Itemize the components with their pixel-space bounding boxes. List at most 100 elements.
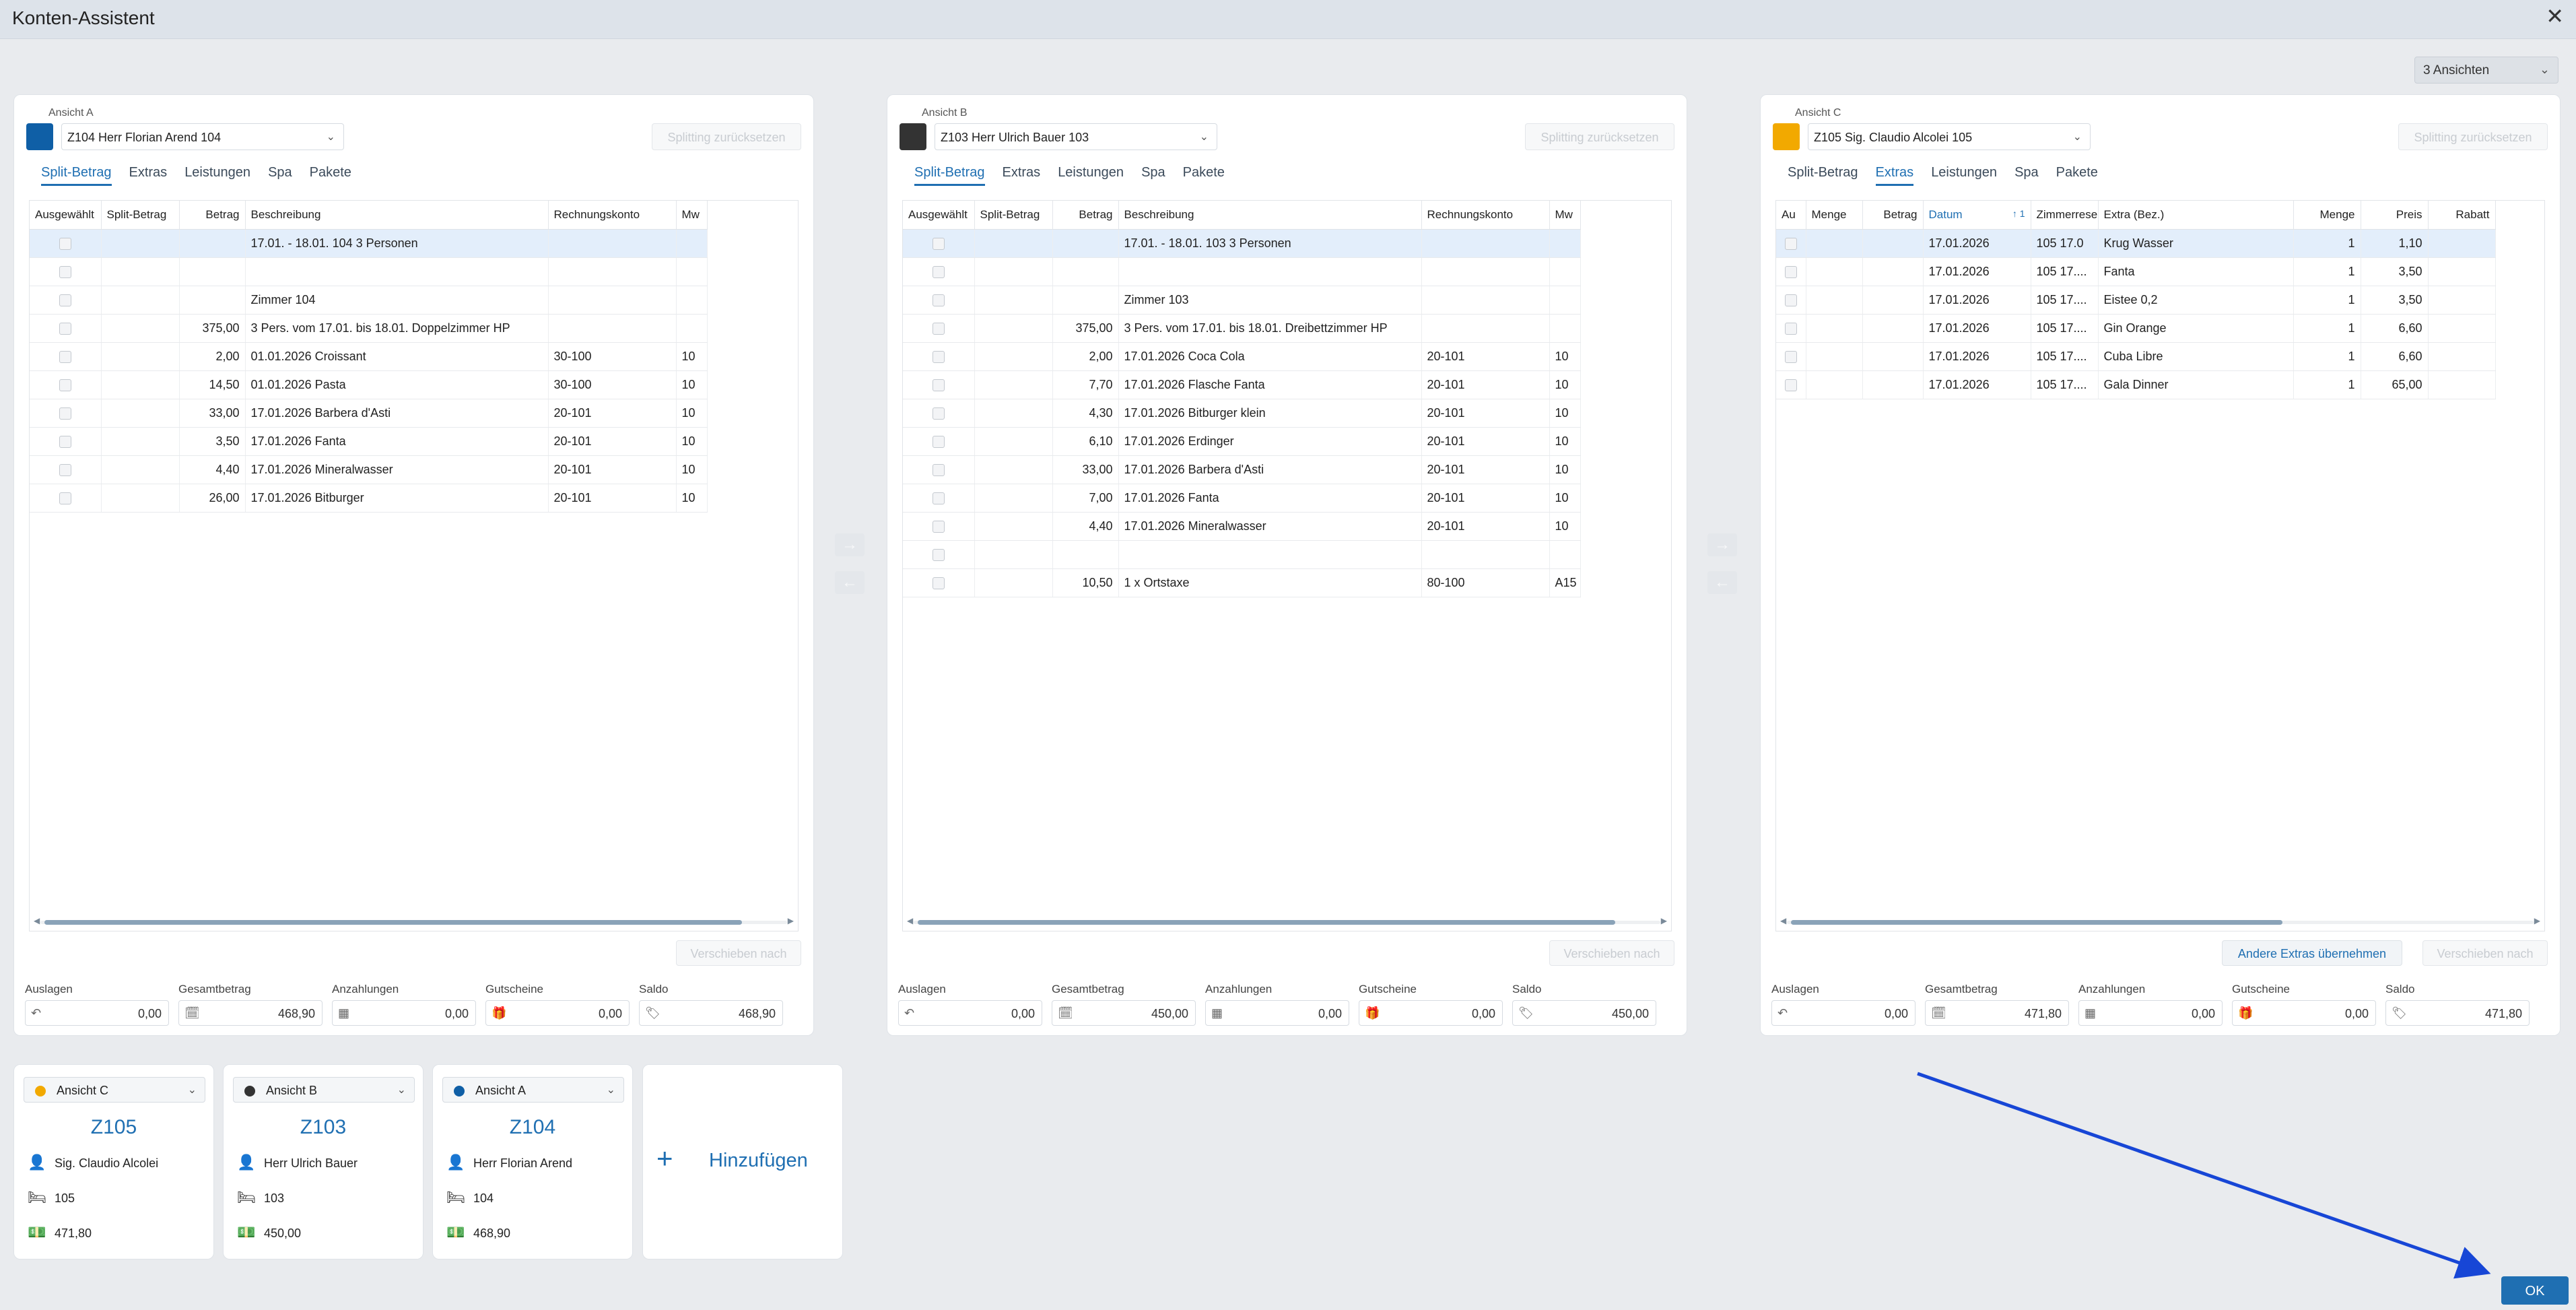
row-select-cell[interactable] xyxy=(1776,342,1806,371)
scroll-right-icon[interactable]: ▶ xyxy=(787,916,794,925)
column-header[interactable]: Rechnungskonto xyxy=(1421,201,1550,230)
split-amount-cell[interactable] xyxy=(974,455,1053,484)
row-checkbox[interactable] xyxy=(932,294,945,306)
row-select-cell[interactable] xyxy=(30,314,102,343)
column-header[interactable]: Mw xyxy=(1549,201,1581,230)
row-select-cell[interactable] xyxy=(903,370,975,399)
row-checkbox[interactable] xyxy=(932,265,945,278)
column-header[interactable]: Betrag xyxy=(1052,201,1119,230)
account-select[interactable]: Z105 Sig. Claudio Alcolei 105 ⌄ xyxy=(1808,123,2091,150)
room-card[interactable]: Ansicht B ⌄ Z103 👤 Herr Ulrich Bauer 🛏 103 💵 450… xyxy=(223,1064,423,1259)
table-row[interactable] xyxy=(903,540,1581,569)
table-row[interactable]: 4,40 17.01.2026 Mineralwasser 20-101 10 xyxy=(903,512,1581,541)
split-amount-cell[interactable] xyxy=(101,427,180,456)
row-select-cell[interactable] xyxy=(903,257,975,286)
reset-splitting-button[interactable]: Splitting zurücksetzen xyxy=(1525,123,1674,150)
column-header[interactable]: Beschreibung xyxy=(1118,201,1422,230)
tab-pakete[interactable]: Pakete xyxy=(1182,165,1225,180)
split-amount-cell[interactable] xyxy=(974,229,1053,258)
row-select-cell[interactable] xyxy=(903,314,975,343)
tab-spa[interactable]: Spa xyxy=(1141,165,1165,180)
reset-splitting-button[interactable]: Splitting zurücksetzen xyxy=(2398,123,2548,150)
column-header[interactable]: Zimmerrese xyxy=(2031,201,2099,230)
row-select-cell[interactable] xyxy=(30,399,102,428)
row-checkbox[interactable] xyxy=(59,237,71,250)
row-select-cell[interactable] xyxy=(1776,257,1806,286)
card-view-select[interactable]: Ansicht A ⌄ xyxy=(442,1077,624,1103)
column-header[interactable]: Preis xyxy=(2361,201,2429,230)
row-checkbox[interactable] xyxy=(1784,265,1797,278)
table-row[interactable]: 4,40 17.01.2026 Mineralwasser 20-101 10 xyxy=(30,455,708,484)
row-select-cell[interactable] xyxy=(1776,229,1806,258)
tab-pakete[interactable]: Pakete xyxy=(2056,165,2098,180)
table-row[interactable]: 2,00 01.01.2026 Croissant 30-100 10 xyxy=(30,342,708,371)
split-amount-cell[interactable] xyxy=(974,568,1053,597)
row-select-cell[interactable] xyxy=(30,455,102,484)
quantity-cell[interactable] xyxy=(1806,229,1863,258)
row-select-cell[interactable] xyxy=(903,399,975,428)
room-card[interactable]: Ansicht A ⌄ Z104 👤 Herr Florian Arend 🛏 104 💵 46… xyxy=(432,1064,633,1259)
row-select-cell[interactable] xyxy=(1776,286,1806,315)
tab-spa[interactable]: Spa xyxy=(268,165,292,180)
row-checkbox[interactable] xyxy=(932,492,945,504)
tab-spa[interactable]: Spa xyxy=(2014,165,2039,180)
close-icon[interactable]: ✕ xyxy=(2546,4,2564,28)
row-select-cell[interactable] xyxy=(903,540,975,569)
table-row[interactable]: 17.01. - 18.01. 103 3 Personen xyxy=(903,229,1581,258)
table-row[interactable]: 2,00 17.01.2026 Coca Cola 20-101 10 xyxy=(903,342,1581,371)
row-checkbox[interactable] xyxy=(59,294,71,306)
quantity-cell[interactable] xyxy=(1806,314,1863,343)
split-amount-cell[interactable] xyxy=(974,286,1053,315)
split-amount-cell[interactable] xyxy=(974,370,1053,399)
scrollbar-thumb[interactable] xyxy=(918,920,1615,925)
account-select[interactable]: Z104 Herr Florian Arend 104 ⌄ xyxy=(61,123,344,150)
row-select-cell[interactable] xyxy=(30,286,102,315)
move-to-button[interactable]: Verschieben nach xyxy=(1549,940,1674,966)
tab-splitbetrag[interactable]: Split-Betrag xyxy=(914,164,985,188)
tab-pakete[interactable]: Pakete xyxy=(309,165,351,180)
card-view-select[interactable]: Ansicht B ⌄ xyxy=(233,1077,415,1103)
row-checkbox[interactable] xyxy=(1784,322,1797,335)
row-checkbox[interactable] xyxy=(1784,237,1797,250)
row-select-cell[interactable] xyxy=(1776,370,1806,399)
table-row[interactable]: 33,00 17.01.2026 Barbera d'Asti 20-101 10 xyxy=(30,399,708,428)
row-select-cell[interactable] xyxy=(30,427,102,456)
split-amount-cell[interactable] xyxy=(101,314,180,343)
tab-extras[interactable]: Extras xyxy=(1875,164,1913,188)
row-select-cell[interactable] xyxy=(903,427,975,456)
split-amount-cell[interactable] xyxy=(974,540,1053,569)
split-amount-cell[interactable] xyxy=(101,484,180,513)
row-select-cell[interactable] xyxy=(903,484,975,513)
ok-button[interactable]: OK xyxy=(2501,1276,2569,1305)
table-row[interactable]: 14,50 01.01.2026 Pasta 30-100 10 xyxy=(30,370,708,399)
horizontal-scrollbar[interactable]: ◀ ▶ xyxy=(1780,916,2540,925)
table-row[interactable]: 6,10 17.01.2026 Erdinger 20-101 10 xyxy=(903,427,1581,456)
move-left-arrow-icon[interactable]: ← xyxy=(1707,571,1737,594)
column-header[interactable]: Extra (Bez.) xyxy=(2098,201,2294,230)
table-row[interactable]: 26,00 17.01.2026 Bitburger 20-101 10 xyxy=(30,484,708,513)
table-row[interactable]: 7,00 17.01.2026 Fanta 20-101 10 xyxy=(903,484,1581,513)
table-row[interactable]: 4,30 17.01.2026 Bitburger klein 20-101 10 xyxy=(903,399,1581,428)
row-checkbox[interactable] xyxy=(1784,379,1797,391)
row-checkbox[interactable] xyxy=(59,435,71,448)
table-row[interactable]: 17.01. - 18.01. 104 3 Personen xyxy=(30,229,708,258)
view-count-select[interactable]: 3 Ansichten ⌄ xyxy=(2414,57,2558,84)
split-amount-cell[interactable] xyxy=(974,399,1053,428)
row-checkbox[interactable] xyxy=(932,379,945,391)
reset-splitting-button[interactable]: Splitting zurücksetzen xyxy=(652,123,801,150)
row-checkbox[interactable] xyxy=(1784,294,1797,306)
split-amount-cell[interactable] xyxy=(101,286,180,315)
row-select-cell[interactable] xyxy=(903,455,975,484)
move-right-arrow-icon[interactable]: → xyxy=(835,533,865,556)
table-row[interactable]: 17.01.2026 105 17.... Cuba Libre 1 6,60 xyxy=(1776,342,2496,371)
row-checkbox[interactable] xyxy=(932,577,945,589)
row-select-cell[interactable] xyxy=(903,342,975,371)
column-header[interactable]: Au xyxy=(1776,201,1806,230)
row-select-cell[interactable] xyxy=(903,512,975,541)
row-select-cell[interactable] xyxy=(30,229,102,258)
row-checkbox[interactable] xyxy=(59,407,71,420)
table-row[interactable]: 375,00 3 Pers. vom 17.01. bis 18.01. Drei… xyxy=(903,314,1581,343)
row-checkbox[interactable] xyxy=(59,463,71,476)
add-view-card[interactable]: + Hinzufügen xyxy=(642,1064,843,1259)
column-header[interactable]: Datum ↑ 1 xyxy=(1923,201,2031,230)
